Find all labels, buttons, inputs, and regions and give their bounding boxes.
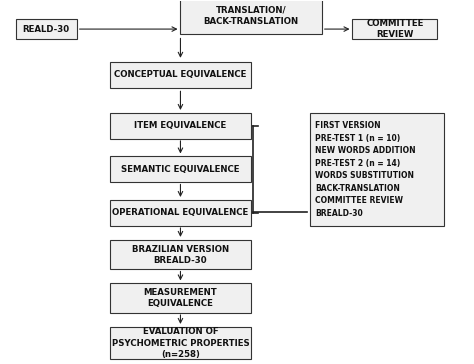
FancyBboxPatch shape bbox=[353, 19, 438, 39]
Text: MEASUREMENT
EQUIVALENCE: MEASUREMENT EQUIVALENCE bbox=[144, 288, 217, 308]
FancyBboxPatch shape bbox=[110, 327, 251, 359]
FancyBboxPatch shape bbox=[310, 113, 444, 226]
FancyBboxPatch shape bbox=[110, 157, 251, 182]
FancyBboxPatch shape bbox=[181, 0, 322, 34]
Text: COMMITTEE
REVIEW: COMMITTEE REVIEW bbox=[366, 19, 424, 39]
Text: OPERATIONAL EQUIVALENCE: OPERATIONAL EQUIVALENCE bbox=[112, 208, 248, 217]
Text: SEMANTIC EQUIVALENCE: SEMANTIC EQUIVALENCE bbox=[121, 165, 240, 174]
FancyBboxPatch shape bbox=[16, 19, 77, 39]
FancyBboxPatch shape bbox=[110, 113, 251, 139]
FancyBboxPatch shape bbox=[110, 240, 251, 269]
Text: FIRST VERSION
PRE-TEST 1 (n = 10)
NEW WORDS ADDITION
PRE-TEST 2 (n = 14)
WORDS S: FIRST VERSION PRE-TEST 1 (n = 10) NEW WO… bbox=[315, 121, 415, 218]
Text: CONCEPTUAL EQUIVALENCE: CONCEPTUAL EQUIVALENCE bbox=[114, 70, 246, 79]
Text: REALD-30: REALD-30 bbox=[23, 25, 70, 34]
Text: ITEM EQUIVALENCE: ITEM EQUIVALENCE bbox=[134, 121, 227, 130]
Text: EVALUATION OF
PSYCHOMETRIC PROPERTIES
(n=258): EVALUATION OF PSYCHOMETRIC PROPERTIES (n… bbox=[111, 328, 249, 359]
FancyBboxPatch shape bbox=[110, 62, 251, 88]
Text: TRANSLATION/
BACK-TRANSLATION: TRANSLATION/ BACK-TRANSLATION bbox=[203, 6, 299, 26]
FancyBboxPatch shape bbox=[110, 200, 251, 226]
FancyBboxPatch shape bbox=[110, 283, 251, 313]
Text: BRAZILIAN VERSION
BREALD-30: BRAZILIAN VERSION BREALD-30 bbox=[132, 245, 229, 265]
